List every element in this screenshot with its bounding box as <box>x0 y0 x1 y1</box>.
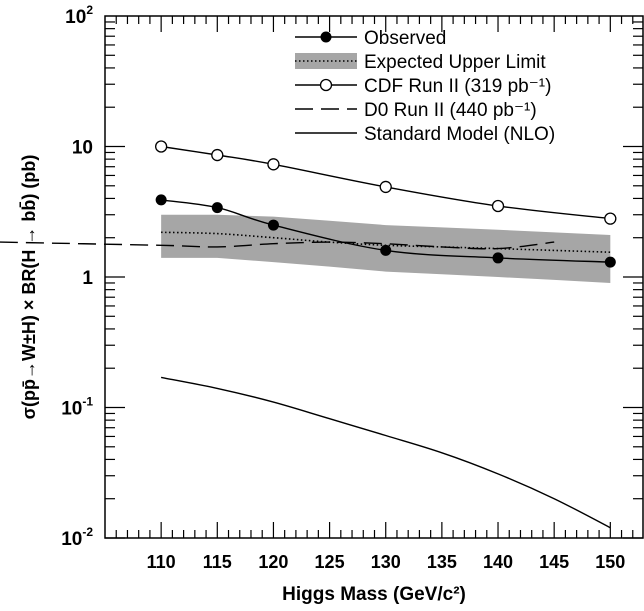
legend-label: D0 Run II (440 pb⁻¹) <box>364 100 537 121</box>
observed-point <box>604 256 616 268</box>
observed-point <box>211 202 223 214</box>
x-tick-label: 135 <box>427 552 457 572</box>
y-tick-label: 10-2 <box>61 525 93 550</box>
legend-label: CDF Run II (319 pb⁻¹) <box>364 76 551 97</box>
cdf-point <box>267 158 280 171</box>
d0-line <box>0 241 555 250</box>
tick-label-layer: 110 115 120 125 130 135 140 145 15010-210-111010… <box>61 3 625 572</box>
tick-layer <box>105 16 643 539</box>
observed-point <box>380 244 392 256</box>
standard-model-line <box>160 376 611 529</box>
series-layer <box>0 140 617 529</box>
x-axis-label: Higgs Mass (GeV/c²) <box>282 584 466 605</box>
observed-point <box>492 252 504 264</box>
legend-marker-cdf <box>319 78 333 92</box>
x-tick-label: 120 <box>258 552 288 572</box>
cdf-point <box>604 212 617 225</box>
x-tick-label: 125 <box>315 552 345 572</box>
x-tick-label: 130 <box>371 552 401 572</box>
legend-swatch-expected-band <box>295 53 357 69</box>
x-tick-label: 150 <box>595 552 625 572</box>
y-tick-label: 10 <box>72 138 93 159</box>
cdf-point <box>211 148 224 162</box>
x-tick-label: 115 <box>203 552 232 572</box>
y-tick-label: 102 <box>65 3 93 28</box>
legend-marker-observed <box>320 31 332 43</box>
y-tick-label: 10-1 <box>61 395 93 420</box>
y-tick-label: 1 <box>82 268 93 289</box>
x-tick-label: 140 <box>483 552 513 572</box>
cdf-point <box>379 180 392 194</box>
observed-point <box>155 194 167 206</box>
observed-point <box>267 219 279 231</box>
x-tick-label: 145 <box>539 552 569 572</box>
x-tick-label: 110 <box>147 552 176 572</box>
cdf-point <box>154 140 168 153</box>
legend-label: Observed <box>364 28 446 49</box>
legend-label: Expected Upper Limit <box>364 52 546 73</box>
cdf-point <box>491 199 505 213</box>
legend: Observed Expected Upper Limit CDF Run II (… <box>295 28 555 145</box>
legend-label: Standard Model (NLO) <box>364 124 555 145</box>
y-axis-label: σ(pp̄→W±H) × BR(H → bb̄) (pb) <box>19 155 39 420</box>
